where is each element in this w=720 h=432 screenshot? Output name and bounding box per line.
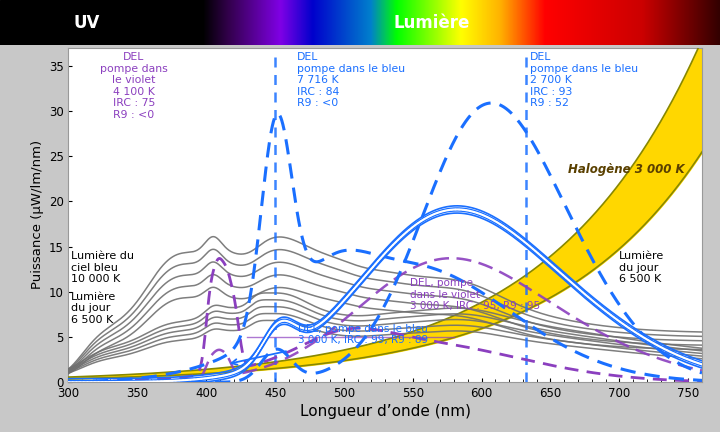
Text: DEL, pompe
dans le violet
3 000 K, IRC : 95, R9 : 95: DEL, pompe dans le violet 3 000 K, IRC :… [410,278,540,311]
Text: Lumière: Lumière [394,14,470,32]
Y-axis label: Puissance (μW/lm/nm): Puissance (μW/lm/nm) [32,140,45,289]
Text: DEL, pompe dans le bleu
3 000 K, IRC : 99, R9 : 89: DEL, pompe dans le bleu 3 000 K, IRC : 9… [298,324,428,345]
Text: Lumière
du jour
6 500 K: Lumière du jour 6 500 K [71,292,117,325]
Text: DEL
pompe dans le bleu
2 700 K
IRC : 93
R9 : 52: DEL pompe dans le bleu 2 700 K IRC : 93 … [530,52,638,108]
Text: UV: UV [73,14,99,32]
Text: DEL
pompe dans
le violet
4 100 K
IRC : 75
R9 : <0: DEL pompe dans le violet 4 100 K IRC : 7… [100,52,168,120]
Text: Lumière du
ciel bleu
10 000 K: Lumière du ciel bleu 10 000 K [71,251,134,284]
Text: Halogène 3 000 K: Halogène 3 000 K [568,163,685,176]
Text: Lumière
du jour
6 500 K: Lumière du jour 6 500 K [619,251,665,284]
X-axis label: Longueur d’onde (nm): Longueur d’onde (nm) [300,404,471,419]
Text: DEL
pompe dans le bleu
7 716 K
IRC : 84
R9 : <0: DEL pompe dans le bleu 7 716 K IRC : 84 … [297,52,405,108]
